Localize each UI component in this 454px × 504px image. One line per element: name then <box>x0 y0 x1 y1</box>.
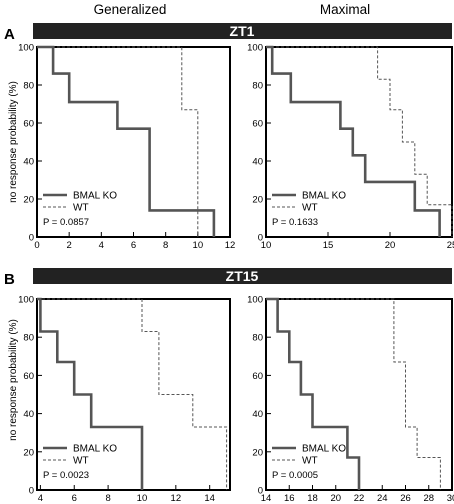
x-tick-label: 14 <box>261 493 272 504</box>
x-tick-label: 2 <box>67 240 72 251</box>
y-tick-label: 0 <box>258 486 263 497</box>
y-tick-label: 80 <box>252 333 263 344</box>
p-value-label: P = 0.1633 <box>272 217 318 228</box>
legend-label-wt: WT <box>73 203 89 214</box>
x-tick-label: 8 <box>163 240 168 251</box>
y-tick-label: 60 <box>252 119 263 130</box>
series-line-bmal-ko <box>37 297 144 490</box>
y-tick-label: 0 <box>29 486 34 497</box>
column-title-maximal: Maximal <box>320 2 370 17</box>
y-tick-label: 80 <box>23 81 34 92</box>
y-axis-label-row-b: no response probability (%) <box>8 319 19 441</box>
y-tick-label: 40 <box>252 157 263 168</box>
x-tick-label: 16 <box>284 493 295 504</box>
x-tick-label: 12 <box>171 493 182 504</box>
y-tick-label: 20 <box>23 447 34 458</box>
x-tick-label: 30 <box>447 493 454 504</box>
p-value-label: P = 0.0023 <box>43 470 89 481</box>
x-tick-label: 8 <box>105 493 110 504</box>
y-tick-label: 40 <box>252 409 263 420</box>
y-tick-label: 40 <box>23 157 34 168</box>
y-tick-label: 20 <box>252 195 263 206</box>
x-tick-label: 6 <box>72 493 77 504</box>
legend-label-wt: WT <box>302 203 318 214</box>
x-tick-label: 26 <box>400 493 411 504</box>
panel-letter-a: A <box>4 26 15 43</box>
legend-label-wt: WT <box>302 456 318 467</box>
x-tick-label: 22 <box>354 493 365 504</box>
y-tick-label: 40 <box>23 409 34 420</box>
panel-letter-b: B <box>4 271 15 288</box>
x-tick-label: 14 <box>204 493 215 504</box>
y-tick-label: 60 <box>252 371 263 382</box>
series-line-wt <box>37 46 199 237</box>
plot-frame <box>36 46 231 238</box>
legend-label-bmal-ko: BMAL KO <box>73 191 117 202</box>
x-tick-label: 12 <box>225 240 236 251</box>
y-tick-label: 0 <box>258 233 263 244</box>
y-tick-label: 60 <box>23 119 34 130</box>
plot-frame <box>36 298 231 491</box>
series-line-wt <box>37 298 228 490</box>
x-tick-label: 24 <box>377 493 388 504</box>
x-tick-label: 4 <box>38 493 43 504</box>
y-tick-label: 100 <box>18 43 34 54</box>
column-title-generalized: Generalized <box>94 2 167 17</box>
x-tick-label: 18 <box>307 493 318 504</box>
series-line-wt <box>266 46 453 237</box>
y-tick-label: 100 <box>247 43 263 54</box>
plot-frame <box>265 46 453 238</box>
x-tick-label: 15 <box>323 240 334 251</box>
y-tick-label: 20 <box>252 447 263 458</box>
y-tick-label: 80 <box>23 333 34 344</box>
x-tick-label: 28 <box>423 493 434 504</box>
y-tick-label: 100 <box>247 295 263 306</box>
y-tick-label: 20 <box>23 195 34 206</box>
x-tick-label: 10 <box>261 240 272 251</box>
x-tick-label: 4 <box>99 240 104 251</box>
band-label-zt1: ZT1 <box>230 23 255 39</box>
series-line-wt <box>266 298 441 490</box>
y-tick-label: 60 <box>23 371 34 382</box>
band-zt1 <box>33 23 452 39</box>
band-label-zt15: ZT15 <box>226 268 259 284</box>
x-tick-label: 0 <box>34 240 39 251</box>
y-tick-label: 100 <box>18 295 34 306</box>
series-line-bmal-ko <box>37 45 216 237</box>
x-tick-label: 10 <box>137 493 148 504</box>
x-tick-label: 20 <box>385 240 396 251</box>
y-tick-label: 80 <box>252 81 263 92</box>
x-tick-label: 6 <box>131 240 136 251</box>
legend-label-bmal-ko: BMAL KO <box>302 191 346 202</box>
y-tick-label: 0 <box>29 233 34 244</box>
x-tick-label: 25 <box>447 240 454 251</box>
legend-label-bmal-ko: BMAL KO <box>302 444 346 455</box>
p-value-label: P = 0.0005 <box>272 470 318 481</box>
series-line-bmal-ko <box>266 45 441 237</box>
series-line-bmal-ko <box>266 297 361 490</box>
y-axis-label-row-a: no response probability (%) <box>8 81 19 203</box>
p-value-label: P = 0.0857 <box>43 217 89 228</box>
legend-label-bmal-ko: BMAL KO <box>73 444 117 455</box>
x-tick-label: 10 <box>193 240 204 251</box>
legend-label-wt: WT <box>73 456 89 467</box>
x-tick-label: 20 <box>330 493 341 504</box>
band-zt15 <box>33 268 452 284</box>
